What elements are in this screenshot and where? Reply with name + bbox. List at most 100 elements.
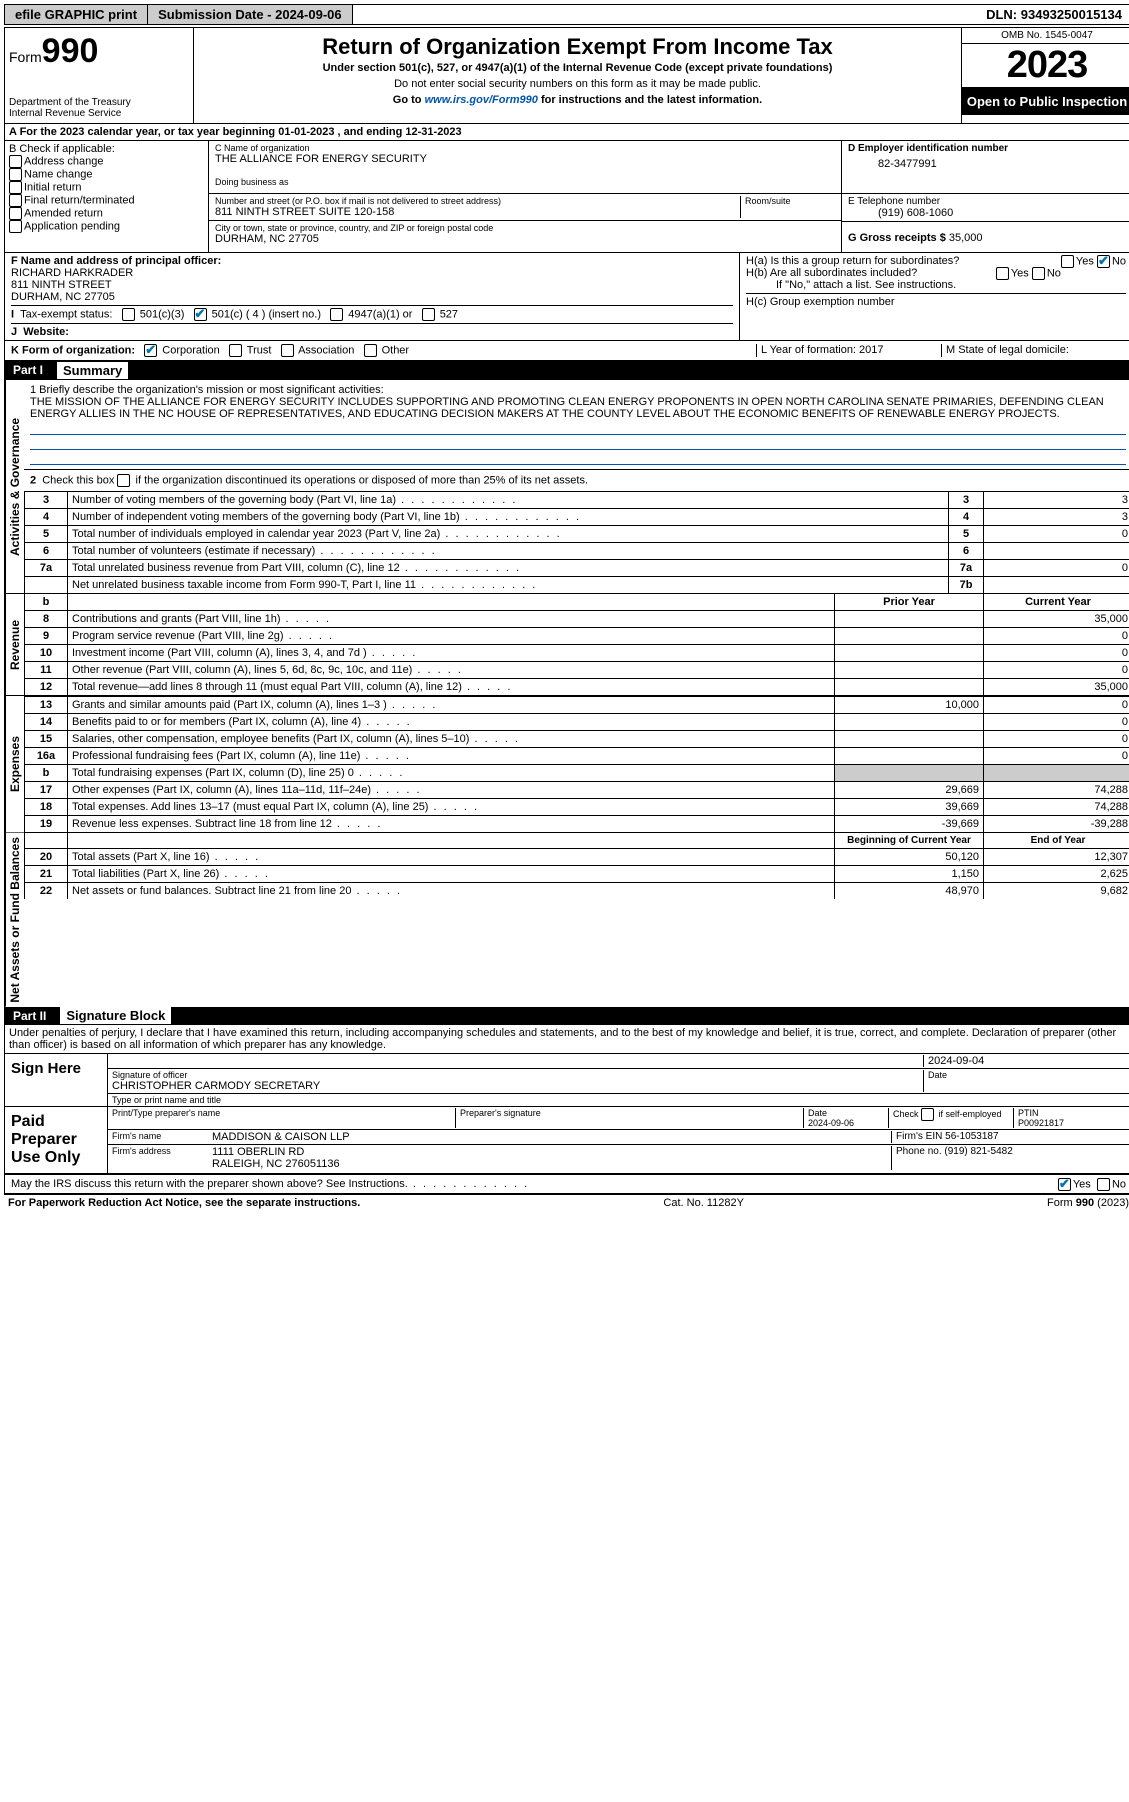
b-c2[interactable]: Name change	[9, 168, 204, 181]
form-body: Form990 Department of the Treasury Inter…	[4, 27, 1129, 1194]
hc-row: H(c) Group exemption number	[746, 293, 1126, 308]
sig-date-val: 2024-09-04	[923, 1055, 1128, 1067]
submission-btn: Submission Date - 2024-09-06	[148, 5, 353, 24]
street-label: Number and street (or P.O. box if mail i…	[215, 196, 740, 206]
ein-label: Firm's EIN	[896, 1131, 945, 1142]
sign-r1: Signature of officer CHRISTOPHER CARMODY…	[108, 1069, 1129, 1094]
hb-no[interactable]	[1032, 267, 1045, 280]
ha-yes[interactable]	[1061, 255, 1074, 268]
ha-yn: Yes No	[1061, 255, 1126, 268]
col-b: B Check if applicable: Address change Na…	[5, 141, 209, 252]
k-trust[interactable]	[229, 344, 242, 357]
sign-body: 2024-09-04 Signature of officer CHRISTOP…	[108, 1054, 1129, 1106]
row-lm: L Year of formation: 2017 M State of leg…	[756, 344, 1126, 357]
perjury-text: Under penalties of perjury, I declare th…	[5, 1025, 1129, 1053]
ein-val2: 56-1053187	[945, 1131, 998, 1142]
hb-yn: Yes No	[996, 267, 1061, 280]
i-c1[interactable]	[122, 308, 135, 321]
self-emp-check[interactable]	[921, 1108, 934, 1121]
e-row: E Telephone number (919) 608-1060	[842, 194, 1129, 222]
f-label: F Name and address of principal officer:	[11, 255, 221, 267]
discuss-text: May the IRS discuss this return with the…	[11, 1178, 529, 1190]
row-i: I Tax-exempt status: 501(c)(3) 501(c) ( …	[11, 305, 733, 321]
col-h: H(a) Is this a group return for subordin…	[740, 253, 1129, 340]
part1-name: Summary	[57, 362, 128, 379]
firm-label: Firm's name	[112, 1131, 212, 1143]
table-row: 6Total number of volunteers (estimate if…	[25, 543, 1129, 560]
ha-row: H(a) Is this a group return for subordin…	[746, 255, 1126, 267]
officer-addr1: 811 NINTH STREET	[11, 279, 112, 291]
table-row: 11Other revenue (Part VIII, column (A), …	[25, 662, 1129, 679]
b-title: B Check if applicable:	[9, 143, 204, 155]
section-fh: F Name and address of principal officer:…	[5, 253, 1129, 341]
blank-2	[30, 435, 1126, 450]
line1-pre: 1 Briefly describe the organization's mi…	[30, 384, 1126, 396]
form-990-label: Form990	[9, 32, 189, 71]
c-label: C Name of organization	[215, 143, 835, 153]
end-hdr: End of Year	[984, 833, 1129, 848]
part1-tab: Part I	[5, 361, 51, 379]
dln-val: 93493250015134	[1021, 7, 1122, 22]
b-c5[interactable]: Amended return	[9, 207, 204, 220]
no-label3: No	[1112, 1178, 1126, 1190]
form-header: Form990 Department of the Treasury Inter…	[5, 28, 1129, 124]
k-c1: Corporation	[162, 344, 219, 356]
b-c3[interactable]: Initial return	[9, 181, 204, 194]
row-a-mid: , and ending	[338, 126, 406, 138]
e-label: E Telephone number	[848, 196, 1126, 207]
i-c3[interactable]	[330, 308, 343, 321]
i-c1-label: 501(c)(3)	[140, 308, 185, 320]
hdr-mid: Return of Organization Exempt From Incom…	[194, 28, 961, 123]
k-other[interactable]	[364, 344, 377, 357]
b-c4-label: Final return/terminated	[24, 194, 135, 206]
ha-no[interactable]	[1097, 255, 1110, 268]
prep-r1: Print/Type preparer's name Preparer's si…	[108, 1107, 1129, 1130]
gross-receipts: 35,000	[949, 232, 983, 244]
table-row: 4Number of independent voting members of…	[25, 509, 1129, 526]
i-c4[interactable]	[422, 308, 435, 321]
gov-body: 1 Briefly describe the organization's mi…	[24, 380, 1129, 593]
firm-addr: 1111 OBERLIN RD RALEIGH, NC 276051136	[212, 1146, 891, 1170]
i-c2[interactable]	[194, 308, 207, 321]
prep-date-cell: Date 2024-09-06	[803, 1108, 888, 1128]
b-c1[interactable]: Address change	[9, 155, 204, 168]
part2-name: Signature Block	[60, 1007, 171, 1024]
yes-label3: Yes	[1073, 1178, 1091, 1190]
b-c1-label: Address change	[24, 155, 104, 167]
k-corp[interactable]	[144, 344, 157, 357]
subtitle-2: Do not enter social security numbers on …	[202, 78, 953, 90]
table-row: 20Total assets (Part X, line 16)50,12012…	[25, 849, 1129, 866]
k-label: K Form of organization:	[11, 344, 135, 356]
table-row: 15Salaries, other compensation, employee…	[25, 731, 1129, 748]
goto-post: for instructions and the latest informat…	[541, 94, 762, 106]
discuss-yes[interactable]	[1058, 1178, 1071, 1191]
line2-check[interactable]	[117, 474, 130, 487]
open-inspection: Open to Public Inspection	[962, 88, 1129, 115]
rev-table: 8Contributions and grants (Part VIII, li…	[24, 610, 1129, 695]
k-c3: Association	[298, 344, 354, 356]
table-row: 12Total revenue—add lines 8 through 11 (…	[25, 679, 1129, 696]
hb-yes[interactable]	[996, 267, 1009, 280]
irs-link[interactable]: www.irs.gov/Form990	[425, 94, 538, 106]
line1-block: 1 Briefly describe the organization's mi…	[24, 380, 1129, 469]
form-word: Form	[9, 49, 42, 65]
i-label: Tax-exempt status:	[20, 308, 112, 320]
dba-label: Doing business as	[215, 177, 835, 187]
j-label: Website:	[23, 326, 69, 338]
b-c2-label: Name change	[24, 168, 93, 180]
no-label: No	[1112, 255, 1126, 267]
ptin-cell: PTIN P00921817	[1013, 1108, 1128, 1128]
part1-bar: Part I Summary	[5, 361, 1129, 379]
sig-blank	[112, 1055, 923, 1067]
form-number: 990	[42, 32, 99, 70]
b-c6[interactable]: Application pending	[9, 220, 204, 233]
discuss-no[interactable]	[1097, 1178, 1110, 1191]
b-c4[interactable]: Final return/terminated	[9, 194, 204, 207]
efile-btn[interactable]: efile GRAPHIC print	[5, 5, 148, 24]
k-assoc[interactable]	[281, 344, 294, 357]
type-print-label: Type or print name and title	[108, 1094, 1129, 1106]
discuss-yn: Yes No	[1058, 1178, 1126, 1191]
rev-body: b Prior Year Current Year 8Contributions…	[24, 594, 1129, 695]
table-row: bTotal fundraising expenses (Part IX, co…	[25, 765, 1129, 782]
sig-date-label: Date	[923, 1070, 1128, 1092]
